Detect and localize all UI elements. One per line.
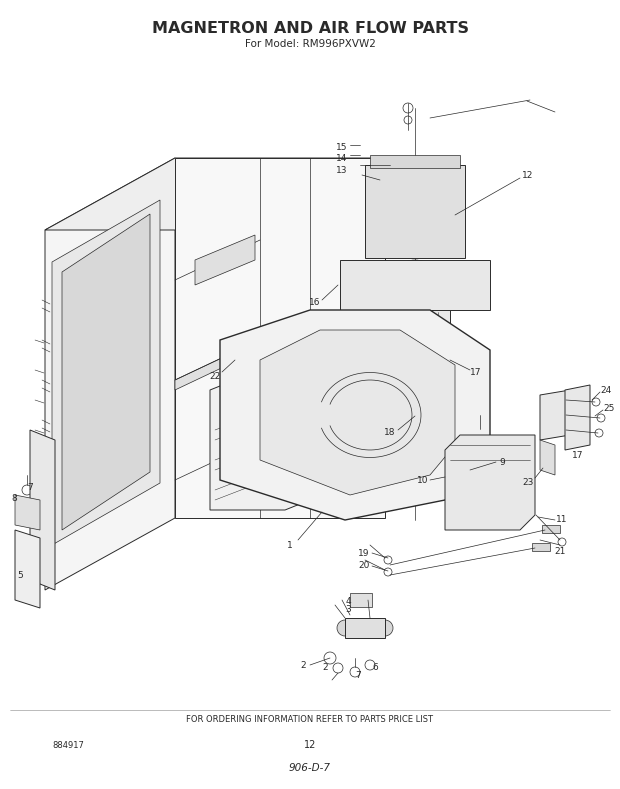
Text: 2: 2 (300, 661, 306, 671)
Text: FOR ORDERING INFORMATION REFER TO PARTS PRICE LIST: FOR ORDERING INFORMATION REFER TO PARTS … (187, 716, 433, 724)
Text: 13: 13 (336, 166, 348, 174)
Circle shape (400, 190, 430, 220)
Bar (542, 525, 560, 533)
Text: 906-D-7: 906-D-7 (289, 763, 331, 773)
Text: 7: 7 (27, 483, 33, 492)
Text: 3: 3 (345, 604, 351, 614)
Bar (350, 593, 372, 607)
Text: 7: 7 (355, 671, 361, 679)
Polygon shape (52, 200, 160, 545)
Polygon shape (30, 430, 55, 590)
Text: 5: 5 (17, 570, 23, 579)
Text: 20: 20 (358, 562, 370, 570)
Polygon shape (345, 618, 385, 638)
Polygon shape (45, 158, 385, 230)
Text: 1: 1 (287, 540, 293, 549)
Text: 23: 23 (522, 477, 534, 487)
Bar (532, 543, 550, 551)
Polygon shape (370, 155, 460, 168)
Text: 2: 2 (322, 664, 328, 672)
Text: 15: 15 (336, 143, 348, 151)
Text: 22: 22 (210, 372, 221, 380)
Circle shape (394, 335, 434, 375)
Text: 4: 4 (345, 597, 351, 607)
Polygon shape (365, 165, 465, 258)
Polygon shape (340, 260, 490, 310)
Text: 25: 25 (603, 403, 614, 413)
Text: 10: 10 (417, 476, 429, 484)
Polygon shape (540, 440, 555, 475)
Polygon shape (15, 495, 40, 530)
Polygon shape (540, 390, 570, 440)
Text: 17: 17 (470, 368, 482, 376)
Text: 16: 16 (309, 297, 321, 306)
Polygon shape (195, 235, 255, 285)
Text: 24: 24 (600, 386, 611, 394)
Text: 8: 8 (11, 493, 17, 503)
Text: 12: 12 (304, 740, 316, 750)
Text: For Model: RM996PXVW2: For Model: RM996PXVW2 (244, 39, 376, 49)
Text: 14: 14 (336, 154, 348, 163)
Text: 9: 9 (499, 458, 505, 466)
Polygon shape (565, 385, 590, 450)
Circle shape (337, 620, 353, 636)
Polygon shape (210, 350, 385, 510)
Text: 11: 11 (556, 515, 568, 525)
Polygon shape (378, 310, 450, 400)
Circle shape (385, 175, 445, 235)
Text: MAGNETRON AND AIR FLOW PARTS: MAGNETRON AND AIR FLOW PARTS (151, 21, 469, 36)
Text: 6: 6 (372, 664, 378, 672)
Text: eReplacementParts.com: eReplacementParts.com (250, 445, 370, 455)
Polygon shape (15, 530, 40, 608)
Text: 18: 18 (384, 428, 396, 436)
Text: 17: 17 (572, 451, 584, 459)
Polygon shape (220, 310, 490, 520)
Text: 21: 21 (554, 548, 565, 556)
Polygon shape (175, 158, 385, 518)
Text: 884917: 884917 (52, 741, 84, 750)
Polygon shape (445, 435, 535, 530)
Polygon shape (45, 158, 175, 590)
Text: 12: 12 (522, 170, 534, 180)
Circle shape (377, 620, 393, 636)
Polygon shape (175, 335, 385, 390)
Polygon shape (62, 214, 150, 530)
Polygon shape (260, 330, 455, 495)
Text: 19: 19 (358, 548, 370, 558)
